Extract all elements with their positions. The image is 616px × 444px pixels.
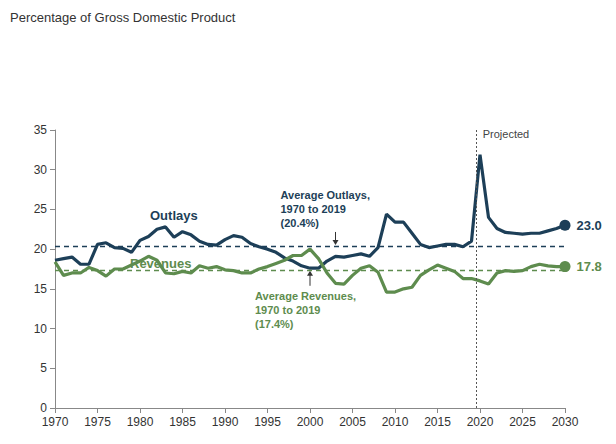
svg-text:(20.4%): (20.4%) bbox=[281, 217, 320, 229]
svg-text:Revenues: Revenues bbox=[130, 255, 192, 271]
svg-text:2030: 2030 bbox=[552, 415, 579, 429]
svg-text:1975: 1975 bbox=[84, 415, 111, 429]
svg-text:1980: 1980 bbox=[127, 415, 154, 429]
svg-text:1985: 1985 bbox=[169, 415, 196, 429]
svg-text:1970 to 2019: 1970 to 2019 bbox=[255, 304, 320, 316]
svg-text:5: 5 bbox=[40, 361, 47, 375]
svg-text:Outlays: Outlays bbox=[150, 208, 198, 223]
svg-text:2005: 2005 bbox=[339, 415, 366, 429]
svg-text:Projected: Projected bbox=[483, 128, 529, 140]
svg-text:(17.4%): (17.4%) bbox=[255, 318, 294, 330]
svg-text:0: 0 bbox=[40, 401, 47, 415]
svg-text:1970 to 2019: 1970 to 2019 bbox=[281, 203, 346, 215]
svg-text:35: 35 bbox=[34, 123, 48, 137]
svg-text:Percentage of Gross Domestic P: Percentage of Gross Domestic Product bbox=[10, 10, 236, 25]
svg-text:23.0: 23.0 bbox=[577, 218, 602, 233]
svg-text:10: 10 bbox=[34, 322, 48, 336]
svg-text:2020: 2020 bbox=[467, 415, 494, 429]
svg-text:1995: 1995 bbox=[254, 415, 281, 429]
svg-text:15: 15 bbox=[34, 282, 48, 296]
svg-text:25: 25 bbox=[34, 202, 48, 216]
svg-text:2010: 2010 bbox=[382, 415, 409, 429]
svg-text:1990: 1990 bbox=[212, 415, 239, 429]
svg-text:Average Revenues,: Average Revenues, bbox=[255, 290, 356, 302]
svg-text:30: 30 bbox=[34, 163, 48, 177]
svg-text:17.8: 17.8 bbox=[577, 259, 602, 274]
svg-text:20: 20 bbox=[34, 242, 48, 256]
svg-text:Average Outlays,: Average Outlays, bbox=[281, 189, 370, 201]
svg-text:2015: 2015 bbox=[424, 415, 451, 429]
svg-text:1970: 1970 bbox=[42, 415, 69, 429]
svg-text:2025: 2025 bbox=[509, 415, 536, 429]
svg-text:2000: 2000 bbox=[297, 415, 324, 429]
